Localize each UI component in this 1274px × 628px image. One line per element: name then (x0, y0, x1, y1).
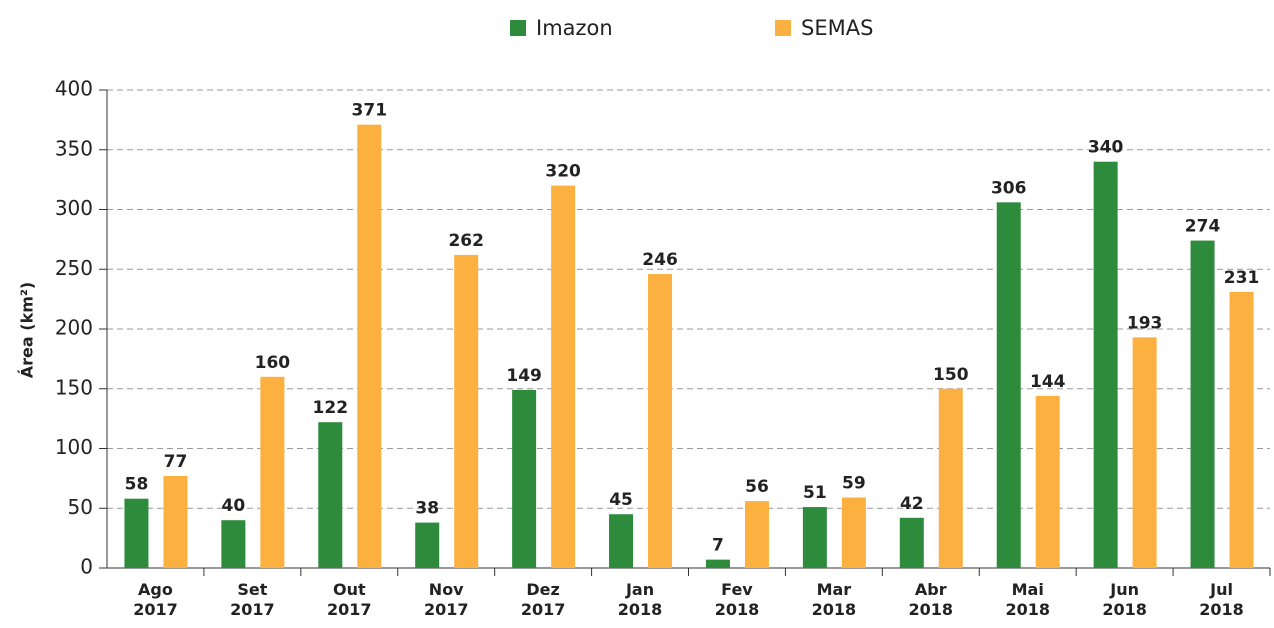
x-tick-label: Set 2017 (230, 580, 275, 619)
bar (163, 475, 188, 568)
legend-label: Imazon (536, 16, 613, 40)
bar (318, 422, 343, 568)
data-label: 122 (313, 398, 349, 418)
data-label: 246 (642, 250, 678, 270)
data-label: 58 (125, 475, 149, 495)
bar (357, 124, 382, 568)
legend-label: SEMAS (801, 16, 873, 40)
bar (260, 376, 285, 568)
bar (1190, 240, 1215, 568)
data-label: 193 (1127, 313, 1163, 333)
bar (415, 522, 440, 568)
bar (1132, 337, 1157, 568)
bar (1035, 395, 1060, 568)
x-tick-label: Jun 2018 (1102, 580, 1147, 619)
data-label: 231 (1224, 268, 1260, 288)
y-tick-label: 150 (55, 375, 93, 399)
y-tick-label: 0 (80, 555, 93, 579)
y-axis-title: Área (km²) (18, 282, 37, 378)
bar (512, 389, 537, 568)
y-tick-label: 300 (55, 196, 93, 220)
x-tick-label: Mai 2018 (1005, 580, 1050, 619)
x-tick-label: Fev 2018 (715, 580, 760, 619)
bar (648, 274, 673, 568)
data-label: 160 (255, 353, 291, 373)
bar (1229, 291, 1254, 568)
data-label: 45 (609, 490, 633, 510)
bar (1093, 161, 1118, 568)
data-label: 274 (1185, 217, 1221, 237)
y-tick-label: 50 (68, 495, 93, 519)
bar (802, 507, 827, 568)
data-label: 262 (448, 231, 484, 251)
bar (609, 514, 634, 568)
bar (221, 520, 246, 568)
x-tick-label: Out 2017 (327, 580, 372, 619)
x-tick-label: Abr 2018 (909, 580, 954, 619)
data-label: 42 (900, 494, 924, 514)
bar (841, 497, 866, 568)
data-label: 149 (506, 366, 542, 386)
data-label: 77 (164, 452, 188, 472)
data-label: 144 (1030, 372, 1066, 392)
x-tick-label: Jul 2018 (1199, 580, 1244, 619)
data-label: 40 (222, 496, 246, 516)
data-label: 320 (545, 162, 581, 182)
bar (551, 185, 576, 568)
x-tick-label: Nov 2017 (424, 580, 469, 619)
bar (938, 388, 963, 568)
data-label: 56 (745, 477, 769, 497)
data-label: 7 (712, 536, 724, 556)
bar (899, 517, 924, 568)
bar (705, 559, 730, 568)
bar (124, 498, 149, 568)
data-label: 59 (842, 473, 866, 493)
y-tick-label: 100 (55, 435, 93, 459)
x-tick-label: Dez 2017 (521, 580, 566, 619)
bar (996, 202, 1021, 568)
y-tick-label: 400 (55, 77, 93, 101)
data-label: 51 (803, 483, 827, 503)
x-tick-label: Jan 2018 (618, 580, 663, 619)
data-label: 38 (415, 499, 439, 519)
bar (454, 254, 479, 568)
legend-swatch (510, 20, 526, 36)
data-label: 371 (352, 101, 388, 121)
data-label: 150 (933, 365, 969, 385)
x-tick-label: Mar 2018 (812, 580, 857, 619)
y-tick-label: 350 (55, 136, 93, 160)
data-label: 340 (1088, 138, 1124, 158)
x-tick-label: Ago 2017 (133, 580, 178, 619)
legend-swatch (775, 20, 791, 36)
y-tick-label: 200 (55, 316, 93, 340)
data-label: 306 (991, 178, 1027, 198)
bar (744, 501, 769, 568)
y-tick-label: 250 (55, 256, 93, 280)
